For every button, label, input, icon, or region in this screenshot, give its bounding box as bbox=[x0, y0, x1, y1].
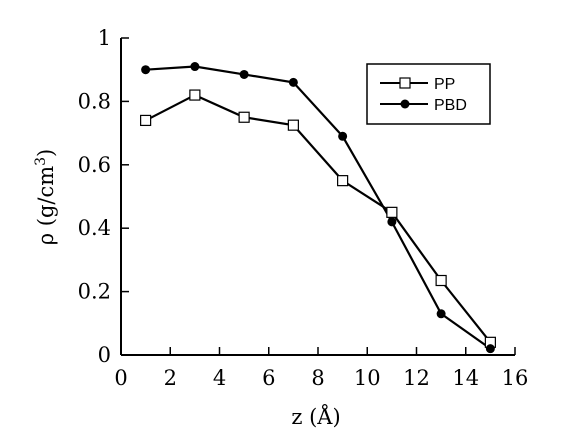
x-tick-label: 10 bbox=[354, 366, 381, 390]
y-tick-label: 0.2 bbox=[78, 280, 111, 304]
data-point-pbd bbox=[239, 69, 249, 79]
x-tick-label: 16 bbox=[502, 366, 529, 390]
y-axis-ticks: 0 0.2 0.4 0.6 0.8 1 bbox=[78, 26, 129, 367]
x-tick-label: 4 bbox=[213, 366, 226, 390]
y-axis-title-main: ρ (g/cm bbox=[34, 166, 58, 245]
x-tick-label: 14 bbox=[452, 366, 479, 390]
legend-marker-pbd bbox=[400, 99, 410, 109]
data-point-pp bbox=[386, 206, 398, 218]
series-line-pp bbox=[145, 93, 492, 344]
data-point-pp bbox=[140, 114, 152, 127]
y-tick-label: 0 bbox=[98, 343, 111, 367]
data-point-pbd bbox=[141, 65, 151, 75]
y-tick-label: 0.4 bbox=[78, 216, 111, 240]
data-point-pp bbox=[189, 89, 201, 101]
legend: PP PBD bbox=[366, 63, 491, 125]
x-tick-label: 2 bbox=[164, 366, 177, 390]
y-tick-label: 1 bbox=[98, 26, 111, 50]
legend-label-pp: PP bbox=[434, 76, 455, 93]
y-tick-label: 0.8 bbox=[78, 89, 111, 113]
y-axis-title: ρ (g/cm3) bbox=[33, 149, 58, 246]
x-axis-title: z (Å) bbox=[291, 404, 340, 429]
plot-area bbox=[140, 62, 496, 354]
data-point-pbd bbox=[338, 131, 348, 141]
x-tick-label: 0 bbox=[114, 366, 127, 390]
data-point-pbd bbox=[190, 62, 200, 72]
y-tick-label: 0.6 bbox=[78, 153, 111, 177]
data-point-pbd bbox=[485, 344, 495, 354]
y-axis-title-superscript: 3 bbox=[33, 157, 49, 166]
data-point-pp bbox=[238, 111, 250, 123]
series-line-pbd bbox=[145, 65, 492, 350]
data-point-pp bbox=[337, 175, 349, 187]
x-tick-label: 6 bbox=[262, 366, 275, 390]
data-point-pp bbox=[287, 119, 299, 131]
data-point-pp bbox=[435, 274, 447, 287]
legend-marker-pp bbox=[399, 77, 411, 89]
y-axis-title-close: ) bbox=[34, 149, 58, 157]
data-point-pbd bbox=[288, 77, 298, 87]
legend-box bbox=[366, 63, 491, 125]
x-axis-ticks: 0 2 4 6 8 10 12 14 16 bbox=[114, 347, 528, 390]
data-point-pbd bbox=[436, 309, 446, 319]
x-tick-label: 8 bbox=[311, 366, 324, 390]
x-tick-label: 12 bbox=[403, 366, 430, 390]
data-point-pbd bbox=[387, 217, 397, 227]
legend-label-pbd: PBD bbox=[434, 97, 467, 114]
